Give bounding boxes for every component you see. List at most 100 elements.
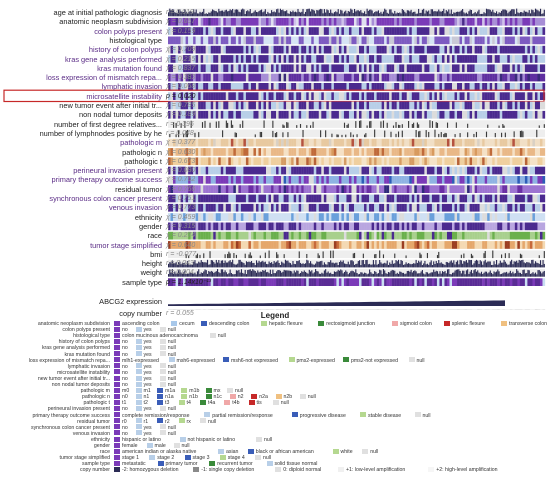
heatmap-cell xyxy=(441,157,445,166)
heatmap-cell xyxy=(250,101,254,110)
heatmap-cell xyxy=(220,176,224,184)
heatmap-cell xyxy=(517,64,521,73)
heatmap-cell xyxy=(225,64,229,73)
heatmap-cell xyxy=(364,45,367,54)
heatmap-cell xyxy=(484,64,488,73)
heatmap-cell xyxy=(532,138,536,147)
heatmap-cell xyxy=(406,73,410,82)
heatmap-cell xyxy=(539,17,543,26)
heatmap-cell xyxy=(522,36,526,45)
heatmap-cell xyxy=(371,73,375,82)
heatmap-cell xyxy=(494,55,498,63)
heatmap-cell xyxy=(220,110,224,119)
heatmap-cell xyxy=(371,278,375,286)
heatmap-cell xyxy=(346,138,350,147)
bar-mark xyxy=(490,11,493,17)
bar-mark xyxy=(537,263,539,268)
heatmap-cell xyxy=(389,166,392,175)
bar-mark xyxy=(286,260,288,268)
heatmap-cell xyxy=(331,278,335,286)
heatmap-cell xyxy=(389,73,392,82)
heatmap-cell xyxy=(426,110,430,119)
heatmap-cell xyxy=(288,176,292,184)
heatmap-cell xyxy=(313,185,317,193)
heatmap-cell xyxy=(381,194,385,203)
heatmap-cell xyxy=(514,157,518,166)
bar-mark xyxy=(543,251,545,259)
heatmap-cell xyxy=(404,101,407,110)
heatmap-cell xyxy=(180,231,184,240)
bar-mark xyxy=(431,265,434,268)
heatmap-cell xyxy=(494,101,498,110)
heatmap-cell xyxy=(522,194,526,203)
heatmap-cell xyxy=(210,176,214,184)
heatmap-cell xyxy=(482,17,485,26)
heatmap-cell xyxy=(484,110,488,119)
bar-mark xyxy=(499,260,501,268)
heatmap-cell xyxy=(348,45,352,54)
heatmap-cell xyxy=(245,17,249,26)
heatmap-cell xyxy=(391,241,395,249)
heatmap-cell xyxy=(504,101,508,110)
bar-mark xyxy=(483,253,485,259)
bar-mark xyxy=(386,122,388,128)
heatmap-cell xyxy=(401,241,405,249)
bar-mark xyxy=(298,260,300,268)
heatmap-cell xyxy=(487,83,490,91)
heatmap-cell xyxy=(248,185,252,193)
bar-mark xyxy=(264,261,266,268)
heatmap-cell xyxy=(210,45,214,54)
heatmap-cell xyxy=(359,213,362,221)
heatmap-cell xyxy=(439,55,443,63)
heatmap-cell xyxy=(316,166,319,175)
heatmap-cell xyxy=(527,92,531,100)
bar-mark xyxy=(169,8,171,17)
bar-mark xyxy=(418,260,420,268)
heatmap-cell xyxy=(248,110,252,119)
heatmap-cell xyxy=(326,213,330,221)
heatmap-cell xyxy=(356,176,360,184)
heatmap-cell xyxy=(424,83,428,91)
bar-mark xyxy=(399,271,401,277)
heatmap-cell xyxy=(502,36,505,45)
heatmap-cell xyxy=(303,222,307,231)
bar-mark xyxy=(347,261,349,268)
heatmap-cell xyxy=(238,176,242,184)
bar-mark xyxy=(395,13,397,17)
heatmap-cell xyxy=(477,110,480,119)
bar-mark xyxy=(243,9,245,17)
bar-mark xyxy=(457,11,459,17)
heatmap-cell xyxy=(245,36,249,45)
heatmap-cell xyxy=(527,73,531,82)
heatmap-cell xyxy=(409,213,412,221)
bar-mark xyxy=(248,254,250,259)
heatmap-cell xyxy=(462,64,465,73)
bar-mark xyxy=(257,270,259,277)
heatmap-cell xyxy=(534,157,538,166)
heatmap-cell xyxy=(464,92,468,100)
heatmap-cell xyxy=(404,231,407,240)
heatmap-cell xyxy=(351,166,355,175)
heatmap-cell xyxy=(205,36,209,45)
bar-mark xyxy=(223,262,225,268)
heatmap-cell xyxy=(208,17,211,26)
heatmap-cell xyxy=(376,27,380,35)
heatmap-cell xyxy=(266,203,269,212)
bar-mark xyxy=(213,273,215,277)
heatmap-cell xyxy=(245,101,249,110)
row-label: non nodal tumor deposits xyxy=(79,110,162,120)
heatmap-cell xyxy=(296,148,299,156)
heatmap-cell xyxy=(399,278,402,286)
heatmap-cell xyxy=(266,241,269,249)
heatmap-cell xyxy=(462,241,465,249)
bar-mark xyxy=(262,260,264,268)
row-stat: χ = 0.709 xyxy=(166,46,196,54)
bar-mark xyxy=(513,131,515,138)
bar-mark xyxy=(406,263,408,268)
heatmap-cell xyxy=(414,36,417,45)
bar-mark xyxy=(332,13,334,17)
heatmap-cell xyxy=(286,36,289,45)
heatmap-cell xyxy=(361,241,365,249)
bar-mark xyxy=(321,9,323,17)
bar-mark xyxy=(225,120,227,128)
